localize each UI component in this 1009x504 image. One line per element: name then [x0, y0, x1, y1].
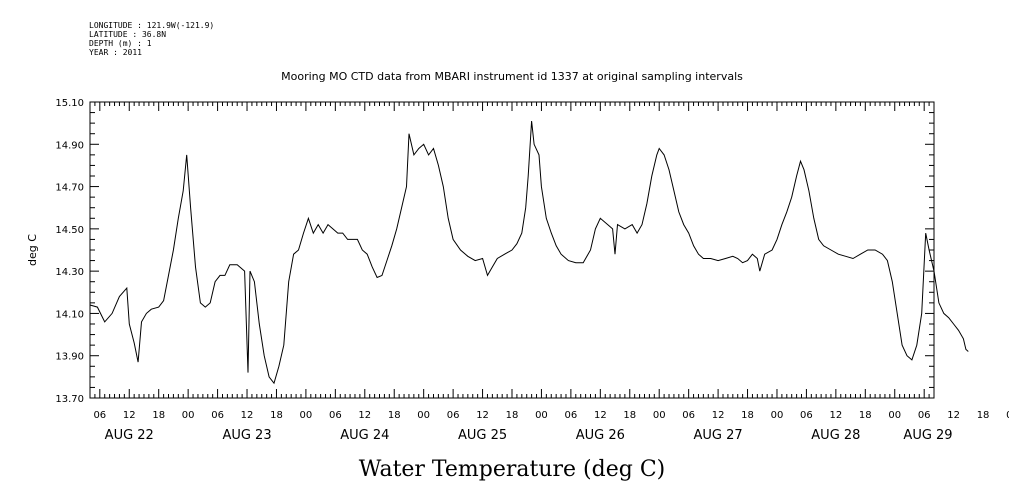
x-date-label: AUG 28 — [811, 428, 860, 443]
y-tick-label: 13.70 — [55, 394, 84, 405]
x-tick-label: 06 — [565, 410, 578, 421]
x-tick-label: 00 — [300, 410, 313, 421]
x-tick-label: 18 — [859, 410, 872, 421]
x-date-label: AUG 25 — [458, 428, 507, 443]
x-tick-label: 12 — [123, 410, 136, 421]
x-axis: 06 12 18 00 06 12 18 00 06 12 18 00 06 12 18 00 06 12 18 00… — [89, 102, 1009, 443]
x-tick-label: 12 — [241, 410, 254, 421]
y-tick-label: 14.10 — [55, 309, 84, 320]
x-tick-label: 18 — [152, 410, 165, 421]
latitude-text: LATITUDE : 36.8N — [89, 30, 167, 39]
x-date-label: AUG 27 — [694, 428, 743, 443]
x-tick-label: 06 — [211, 410, 224, 421]
y-tick-label: 13.90 — [55, 352, 84, 363]
y-tick-label: 14.30 — [55, 267, 84, 278]
y-tick-label: 14.90 — [55, 140, 84, 151]
y-axis-label: deg C — [26, 234, 39, 266]
x-tick-label: 06 — [800, 410, 813, 421]
year-text: YEAR : 2011 — [89, 48, 142, 57]
x-tick-label: 00 — [182, 410, 195, 421]
x-tick-label: 00 — [771, 410, 784, 421]
y-tick-label: 15.10 — [55, 98, 84, 109]
x-tick-label: 06 — [918, 410, 931, 421]
depth-text: DEPTH (m) : 1 — [89, 39, 152, 48]
x-tick-label: 00 — [888, 410, 901, 421]
x-tick-label: 06 — [93, 410, 106, 421]
x-tick-label: 06 — [447, 410, 460, 421]
x-tick-label: 18 — [741, 410, 754, 421]
chart-title: Mooring MO CTD data from MBARI instrumen… — [281, 70, 743, 83]
water-temperature-line — [89, 120, 969, 385]
y-tick-label: 14.50 — [55, 225, 84, 236]
x-date-label: AUG 22 — [105, 428, 154, 443]
x-tick-label: 00 — [535, 410, 548, 421]
x-date-label: AUG 24 — [340, 428, 389, 443]
x-tick-label: 12 — [712, 410, 725, 421]
x-tick-label: 18 — [623, 410, 636, 421]
x-tick-label: 12 — [358, 410, 371, 421]
x-date-label: AUG 26 — [576, 428, 625, 443]
x-tick-label: 18 — [270, 410, 283, 421]
x-tick-label: 12 — [947, 410, 960, 421]
x-tick-label: 00 — [417, 410, 430, 421]
station-metadata: LONGITUDE : 121.9W(-121.9) LATITUDE : 36… — [89, 21, 214, 57]
x-date-label: AUG 29 — [903, 428, 952, 443]
x-date-label: AUG 23 — [222, 428, 271, 443]
x-tick-label: 06 — [682, 410, 695, 421]
y-axis: 13.70 13.90 14.10 14.30 14.50 14.70 14.90 15.10 — [55, 98, 934, 405]
x-tick-label: 00 — [653, 410, 666, 421]
x-tick-label: 06 — [329, 410, 342, 421]
x-tick-label: 12 — [594, 410, 607, 421]
x-tick-label: 12 — [829, 410, 842, 421]
x-tick-label: 18 — [506, 410, 519, 421]
x-axis-label: Water Temperature (deg C) — [359, 457, 666, 482]
y-tick-label: 14.70 — [55, 183, 84, 194]
x-tick-label: 18 — [388, 410, 401, 421]
longitude-text: LONGITUDE : 121.9W(-121.9) — [89, 21, 215, 30]
x-tick-label: 18 — [977, 410, 990, 421]
x-tick-label: 12 — [476, 410, 489, 421]
x-tick-label: 00 — [1006, 410, 1009, 421]
